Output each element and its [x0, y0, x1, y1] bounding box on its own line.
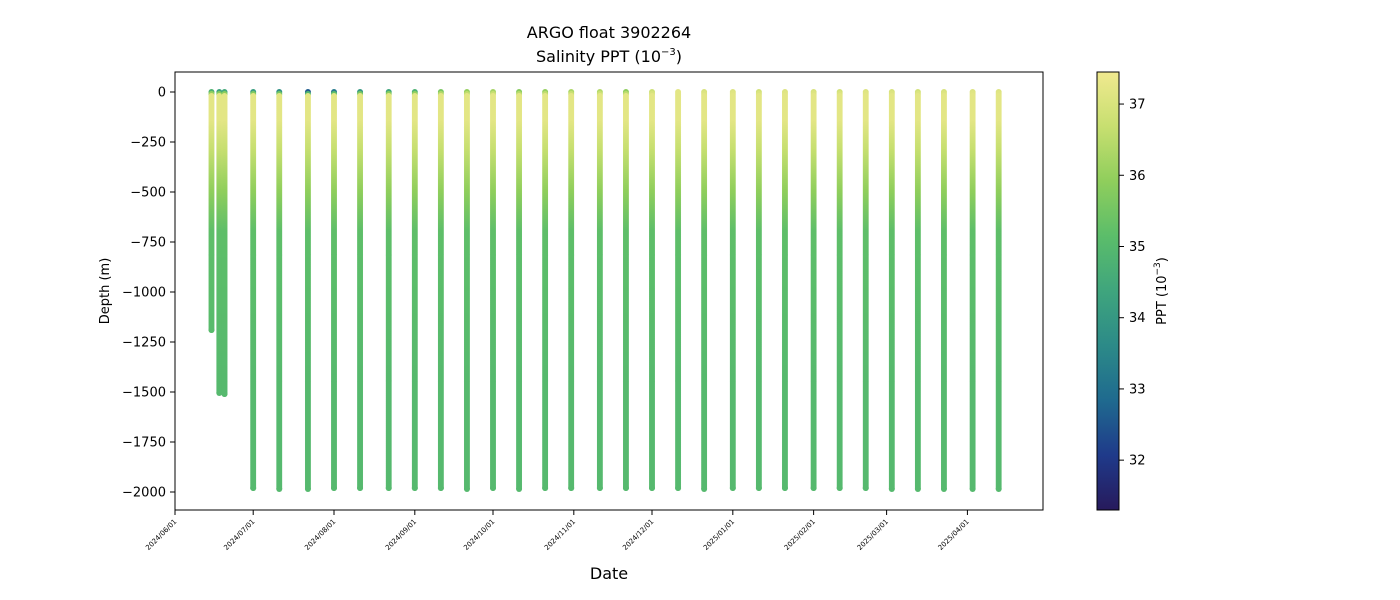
x-tick-label: 2024/09/01	[384, 518, 418, 552]
chart-subtitle-prefix: Salinity PPT (10	[536, 47, 661, 66]
profile-32	[995, 89, 1002, 492]
profile-22	[729, 89, 736, 491]
profile-7	[331, 89, 337, 491]
colorbar-tick-label: 34	[1129, 311, 1146, 326]
colorbar-tick-label: 35	[1129, 240, 1146, 255]
profile-1	[208, 89, 215, 333]
x-tick-label: 2024/11/01	[543, 518, 577, 552]
chart-title: ARGO float 3902264	[527, 23, 691, 42]
colorbar-tick-label: 32	[1129, 454, 1146, 469]
profile-10	[411, 89, 418, 491]
plot-frame	[174, 71, 1044, 511]
x-tick-label: 2024/06/01	[144, 518, 178, 552]
y-tick-label: −750	[130, 236, 166, 251]
profile-9	[385, 89, 392, 491]
profile-15	[542, 89, 549, 491]
profile-14	[516, 89, 523, 492]
profile-13	[490, 89, 497, 491]
colorbar-title-prefix: PPT (10	[1155, 275, 1170, 324]
y-tick-label: −1250	[122, 336, 166, 351]
colorbar-title-suffix: )	[1155, 257, 1170, 262]
y-tick-label: −250	[130, 136, 166, 151]
y-tick-label: 0	[158, 86, 166, 101]
profile-20	[675, 89, 682, 491]
profile-24	[781, 89, 788, 491]
x-tick-label: 2024/08/01	[303, 518, 337, 552]
colorbar-tick-label: 33	[1129, 382, 1146, 397]
profile-5	[276, 89, 283, 492]
colorbar-axis: 32 33 34 35 36 37	[1119, 98, 1146, 469]
chart-subtitle: Salinity PPT (10−3)	[536, 47, 682, 66]
profile-26	[836, 89, 843, 491]
x-tick-label: 2025/01/01	[702, 518, 736, 552]
x-tick-label: 2025/03/01	[856, 518, 890, 552]
y-tick-label: −500	[130, 186, 166, 201]
profile-27	[862, 89, 869, 491]
colorbar-tick-label: 37	[1129, 98, 1146, 113]
x-tick-label: 2024/07/01	[222, 518, 256, 552]
x-tick-label: 2024/12/01	[621, 518, 655, 552]
profile-18	[622, 89, 629, 491]
profiles-layer	[208, 89, 1002, 492]
y-tick-label: −1750	[122, 436, 166, 451]
profile-30	[940, 89, 947, 492]
chart-subtitle-suffix: )	[676, 47, 682, 66]
chart-subtitle-exponent: −3	[661, 47, 676, 58]
profile-21	[701, 89, 708, 492]
profile-2	[216, 89, 223, 396]
x-tick-label: 2024/10/01	[462, 518, 496, 552]
profile-11	[437, 89, 444, 491]
profile-29	[914, 89, 921, 492]
x-tick-label: 2025/04/01	[937, 518, 971, 552]
profile-28	[888, 89, 895, 492]
profile-23	[755, 89, 762, 491]
y-tick-label: −1000	[122, 286, 166, 301]
profile-4	[250, 89, 257, 491]
profile-25	[810, 89, 817, 491]
profile-8	[357, 89, 364, 491]
colorbar-tick-label: 36	[1129, 169, 1146, 184]
colorbar	[1096, 71, 1120, 511]
y-tick-label: −2000	[122, 486, 166, 501]
profile-19	[649, 89, 656, 491]
colorbar-title: PPT (10−3)	[1153, 257, 1170, 325]
x-axis-title: Date	[590, 564, 628, 583]
profile-3	[221, 89, 228, 397]
colorbar-title-exponent: −3	[1153, 262, 1163, 275]
profile-31	[969, 89, 976, 492]
x-tick-label: 2025/02/01	[783, 518, 817, 552]
profile-16	[568, 89, 575, 491]
y-tick-label: −1500	[122, 386, 166, 401]
profile-17	[596, 89, 603, 491]
profile-6	[304, 89, 311, 492]
profile-12	[463, 89, 470, 492]
y-axis: 0 −250 −500 −750 −1000 −1250 −1500 −1750 −2000	[122, 86, 175, 501]
y-axis-title: Depth (m)	[98, 258, 113, 325]
x-axis: 2024/06/01 2024/07/01 2024/08/01 2024/09/01…	[144, 510, 971, 552]
